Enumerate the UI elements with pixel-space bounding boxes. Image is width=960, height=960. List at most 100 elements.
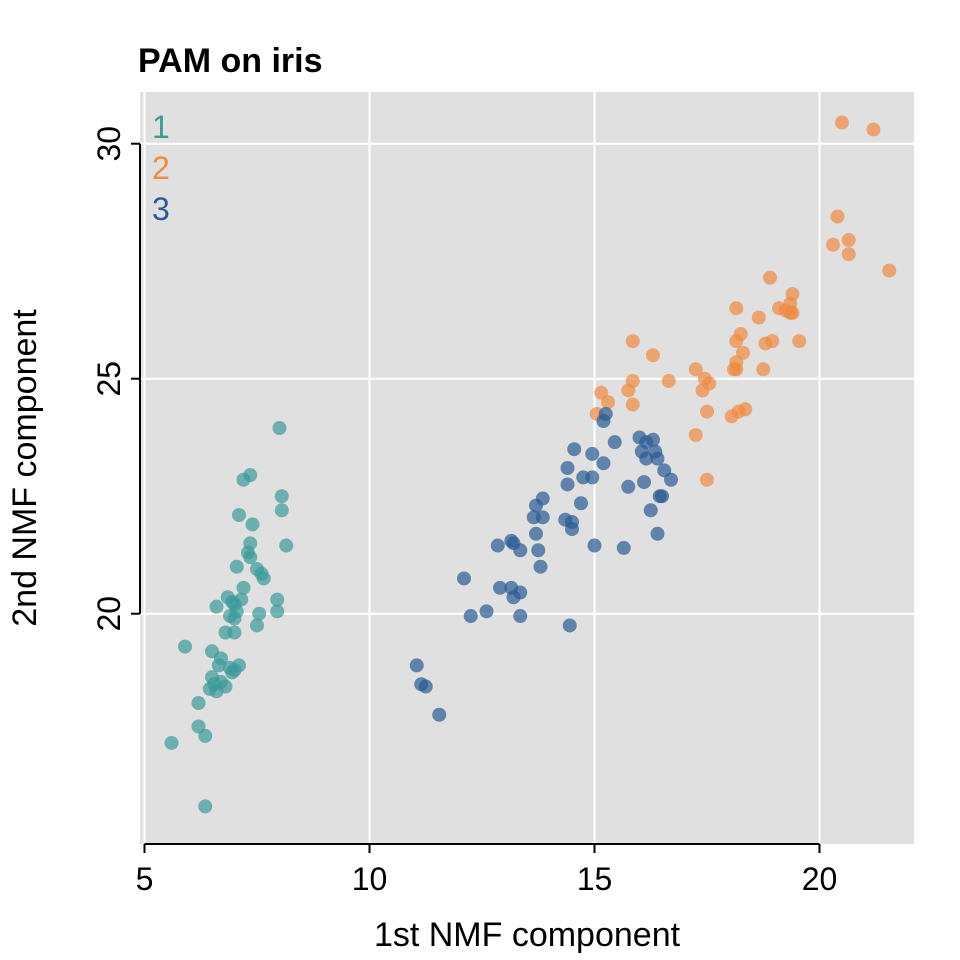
- x-tick-label: 20: [802, 861, 838, 897]
- data-point: [729, 301, 744, 316]
- data-point: [587, 538, 602, 553]
- data-point: [457, 571, 471, 586]
- data-point: [724, 409, 739, 424]
- data-point: [830, 209, 845, 224]
- data-point: [783, 305, 798, 320]
- data-point: [792, 334, 807, 349]
- x-tick-label: 15: [577, 861, 613, 897]
- axes: 5 10 15 20 20 25 30: [91, 126, 837, 897]
- data-point: [256, 571, 271, 586]
- data-point: [209, 599, 224, 614]
- y-axis-title: 2nd NMF component: [6, 309, 44, 627]
- y-tick-label: 30: [91, 126, 127, 162]
- plot-panel: [140, 92, 914, 844]
- data-point: [607, 435, 622, 450]
- data-point: [252, 606, 267, 621]
- data-point: [643, 503, 658, 518]
- y-tick-label: 25: [91, 361, 127, 397]
- data-point: [270, 604, 285, 619]
- data-point: [533, 559, 548, 574]
- data-point: [229, 559, 244, 574]
- data-point: [270, 592, 285, 607]
- data-point: [493, 580, 507, 595]
- data-point: [218, 625, 233, 640]
- data-point: [637, 475, 651, 490]
- data-point: [596, 414, 611, 428]
- chart-title: PAM on iris: [138, 42, 323, 80]
- data-point: [227, 663, 242, 678]
- series-3: [409, 406, 678, 722]
- data-point: [245, 517, 260, 532]
- data-point: [601, 395, 615, 410]
- x-tick-label: 10: [352, 861, 388, 897]
- data-point: [639, 451, 654, 466]
- legend: 1 2 3: [152, 109, 170, 227]
- data-point: [232, 508, 246, 522]
- data-point: [835, 115, 849, 130]
- data-point: [560, 461, 575, 475]
- data-point: [243, 550, 258, 565]
- data-point: [529, 526, 543, 541]
- legend-entry-1: 1: [152, 109, 170, 145]
- data-point: [700, 472, 714, 487]
- data-point: [463, 609, 478, 624]
- data-point: [236, 472, 251, 487]
- data-point: [272, 421, 287, 436]
- data-point: [274, 489, 289, 504]
- data-point: [596, 456, 611, 471]
- data-point: [866, 122, 881, 137]
- data-point: [688, 362, 703, 377]
- data-point: [209, 684, 224, 699]
- data-point: [576, 470, 591, 485]
- series-2: [589, 115, 897, 487]
- data-point: [178, 639, 192, 654]
- data-point: [841, 247, 856, 262]
- data-point: [279, 538, 294, 553]
- data-point: [729, 362, 744, 377]
- data-point: [490, 538, 505, 553]
- data-point: [646, 348, 660, 363]
- data-point: [763, 270, 777, 285]
- data-point: [751, 310, 766, 325]
- x-axis-title: 1st NMF component: [374, 916, 681, 954]
- data-point: [841, 233, 856, 248]
- data-point: [513, 543, 528, 558]
- data-point: [882, 263, 897, 278]
- data-point: [650, 526, 665, 541]
- data-points: [164, 115, 897, 814]
- data-point: [765, 334, 780, 349]
- data-point: [567, 442, 582, 457]
- data-point: [616, 540, 631, 555]
- data-point: [621, 479, 636, 494]
- data-point: [664, 472, 678, 487]
- data-point: [625, 397, 640, 412]
- data-point: [650, 451, 665, 466]
- data-point: [661, 374, 676, 389]
- data-point: [250, 618, 264, 633]
- data-point: [432, 707, 447, 722]
- data-point: [506, 590, 521, 605]
- data-point: [409, 658, 424, 673]
- data-point: [531, 543, 546, 558]
- data-point: [191, 696, 206, 710]
- gridlines: [140, 92, 914, 844]
- data-point: [625, 334, 640, 349]
- series-1: [164, 421, 294, 814]
- data-point: [585, 446, 600, 461]
- data-point: [274, 503, 289, 518]
- data-point: [688, 428, 703, 443]
- data-point: [529, 498, 543, 513]
- data-point: [621, 383, 636, 398]
- data-point: [198, 799, 213, 814]
- legend-entry-2: 2: [152, 150, 170, 186]
- data-point: [574, 496, 588, 511]
- legend-entry-3: 3: [152, 191, 170, 227]
- data-point: [227, 611, 242, 626]
- data-point: [479, 604, 494, 619]
- data-point: [198, 728, 213, 743]
- data-point: [418, 679, 433, 694]
- data-point: [513, 609, 528, 624]
- data-point: [535, 510, 550, 525]
- data-point: [756, 362, 771, 377]
